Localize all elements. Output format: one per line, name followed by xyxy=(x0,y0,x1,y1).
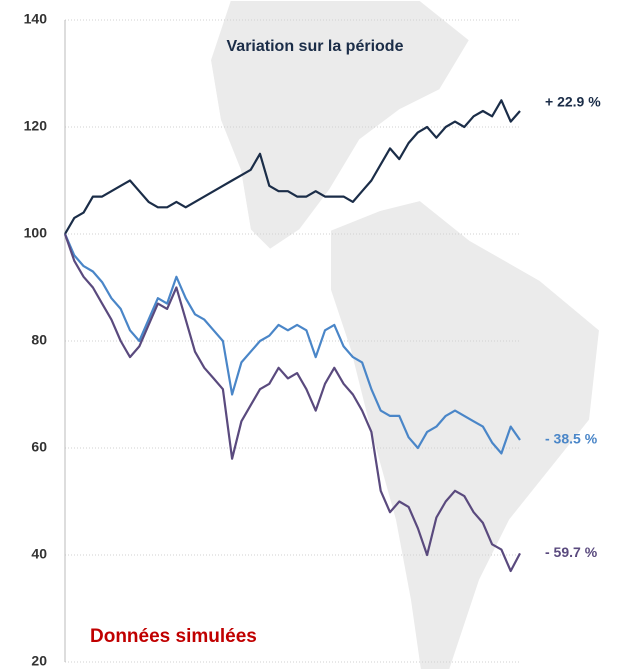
y-tick-label: 80 xyxy=(31,332,47,348)
y-tick-label: 140 xyxy=(24,11,48,27)
y-tick-label: 20 xyxy=(31,653,47,669)
end-label: - 59.7 % xyxy=(545,544,598,560)
y-tick-label: 120 xyxy=(24,118,48,134)
series-line xyxy=(63,233,521,455)
chart-title: Variation sur la période xyxy=(227,38,404,55)
y-tick-label: 100 xyxy=(24,225,48,241)
series-line xyxy=(64,99,521,235)
y-tick-label: 40 xyxy=(31,546,47,562)
end-label: + 22.9 % xyxy=(545,94,601,110)
y-tick-label: 60 xyxy=(31,439,47,455)
series-line xyxy=(63,233,521,573)
annotation: Données simulées xyxy=(90,626,257,647)
end-label: - 38.5 % xyxy=(545,431,598,447)
